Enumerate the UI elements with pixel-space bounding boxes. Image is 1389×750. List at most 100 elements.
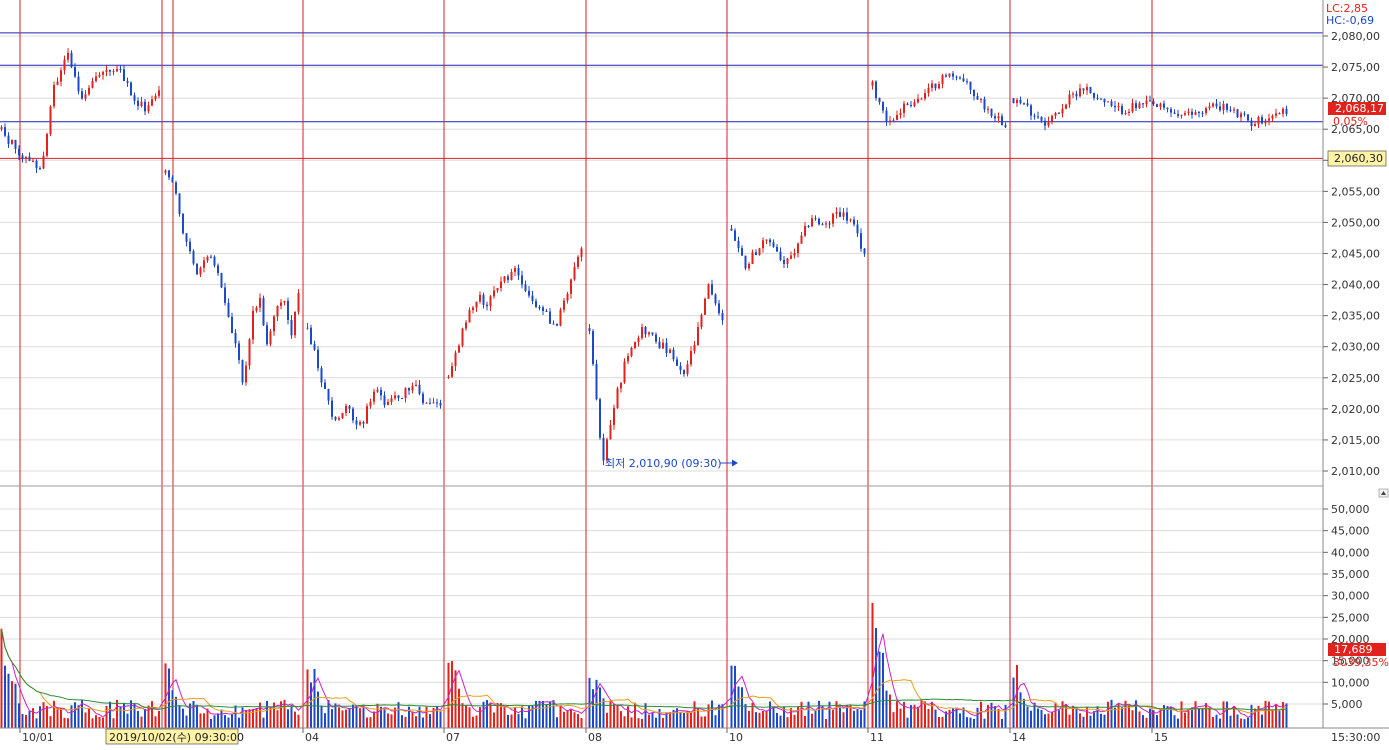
volume-bar[interactable] [458,688,460,728]
volume-bar[interactable] [707,704,710,728]
volume-bar[interactable] [147,705,150,728]
volume-bar[interactable] [503,706,506,728]
volume-bar[interactable] [432,707,435,728]
volume-bar[interactable] [577,714,579,728]
volume-bar[interactable] [634,702,636,728]
volume-bar[interactable] [77,705,80,728]
volume-bar[interactable] [927,708,930,728]
volume-bar[interactable] [987,704,989,728]
volume-bar[interactable] [439,711,442,728]
volume-bar[interactable] [934,709,937,728]
volume-bar[interactable] [938,716,940,728]
volume-bar[interactable] [105,705,108,728]
volume-bar[interactable] [369,717,372,728]
volume-bar[interactable] [790,708,792,728]
volume-bar[interactable] [814,710,817,728]
volume-bar[interactable] [853,710,855,728]
volume-bar[interactable] [158,710,160,728]
volume-bar[interactable] [573,712,576,728]
volume-bar[interactable] [1184,712,1186,728]
volume-bar[interactable] [245,710,247,728]
volume-bar[interactable] [266,700,268,728]
volume-bar[interactable] [383,708,386,728]
volume-bars[interactable] [0,602,1288,728]
volume-bar[interactable] [496,702,499,728]
volume-bar[interactable] [489,702,492,728]
volume-bar[interactable] [517,714,520,728]
volume-bar[interactable] [1212,717,1214,728]
volume-bar[interactable] [475,715,478,728]
volume-bar[interactable] [4,665,6,728]
volume-bar[interactable] [408,706,410,728]
volume-bar[interactable] [990,702,993,728]
volume-bar[interactable] [39,706,41,728]
volume-bar[interactable] [1180,701,1183,728]
volume-bar[interactable] [1163,705,1165,728]
volume-bar[interactable] [1124,700,1127,728]
volume-bar[interactable] [154,716,157,728]
volume-bar[interactable] [580,718,583,728]
volume-bar[interactable] [394,707,396,728]
volume-bar[interactable] [1093,711,1095,728]
volume-bar[interactable] [49,716,52,728]
volume-bar[interactable] [920,700,923,728]
volume-bar[interactable] [18,703,20,728]
volume-bar[interactable] [21,714,24,728]
volume-bar[interactable] [1033,702,1036,728]
volume-bar[interactable] [804,715,806,728]
volume-bar[interactable] [818,700,820,728]
volume-bar[interactable] [1233,706,1235,728]
volume-bar[interactable] [538,700,541,728]
volume-bar[interactable] [704,716,706,728]
volume-bar[interactable] [962,707,965,728]
volume-bar[interactable] [1261,714,1263,728]
volume-bar[interactable] [588,677,591,728]
volume-bar[interactable] [683,713,685,728]
volume-bar[interactable] [1065,704,1067,728]
volume-bar[interactable] [545,704,548,728]
volume-bar[interactable] [137,710,139,728]
volume-bar[interactable] [1278,710,1281,728]
volume-bar[interactable] [206,708,209,728]
volume-bar[interactable] [189,703,191,728]
volume-bar[interactable] [199,713,202,728]
volume-bar[interactable] [252,709,254,728]
volume-bar[interactable] [552,700,555,728]
volume-bar[interactable] [714,715,717,728]
volume-bar[interactable] [606,712,608,728]
volume-bar[interactable] [287,709,289,728]
volume-bar[interactable] [262,717,265,728]
volume-bar[interactable] [535,700,537,728]
volume-bar[interactable] [56,707,59,728]
volume-bar[interactable] [1264,700,1267,728]
volume-bar[interactable] [662,717,664,728]
volume-bar[interactable] [686,711,689,728]
volume-bar[interactable] [542,701,544,728]
volume-bar[interactable] [1016,665,1018,728]
volume-bar[interactable] [334,703,337,728]
volume-bar[interactable] [366,717,368,728]
volume-bar[interactable] [1128,705,1130,728]
volume-bar[interactable] [1201,708,1204,728]
volume-bar[interactable] [1110,699,1113,728]
volume-bar[interactable] [1166,706,1169,728]
volume-bar[interactable] [945,711,947,728]
volume-bar[interactable] [655,717,657,728]
volume-bar[interactable] [345,709,347,728]
volume-bar[interactable] [390,714,393,728]
volume-bar[interactable] [461,703,464,728]
volume-bar[interactable] [255,708,258,728]
volume-bar[interactable] [772,706,775,728]
volume-bar[interactable] [693,701,696,728]
volume-bar[interactable] [1075,707,1078,728]
volume-bar[interactable] [896,701,898,728]
volume-bar[interactable] [500,703,502,728]
volume-bar[interactable] [755,712,757,728]
volume-bar[interactable] [248,709,251,728]
volume-bar[interactable] [1254,708,1256,728]
volume-bar[interactable] [98,716,101,728]
volume-bar[interactable] [1149,708,1151,728]
volume-bar[interactable] [397,702,400,728]
volume-bar[interactable] [46,706,48,728]
volume-bar[interactable] [842,712,845,728]
